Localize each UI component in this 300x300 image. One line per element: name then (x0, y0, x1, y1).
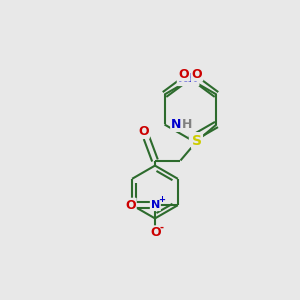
Text: O: O (179, 68, 189, 81)
Text: +: + (158, 195, 165, 204)
Text: N: N (190, 133, 200, 146)
Text: S: S (192, 134, 202, 148)
Text: NH: NH (178, 72, 199, 85)
Text: O: O (138, 125, 149, 138)
Text: O: O (125, 199, 136, 212)
Text: N: N (171, 118, 181, 131)
Text: N: N (151, 200, 160, 210)
Text: H: H (182, 118, 192, 131)
Text: O: O (150, 226, 161, 239)
Text: O: O (192, 68, 202, 81)
Text: -: - (160, 222, 164, 233)
